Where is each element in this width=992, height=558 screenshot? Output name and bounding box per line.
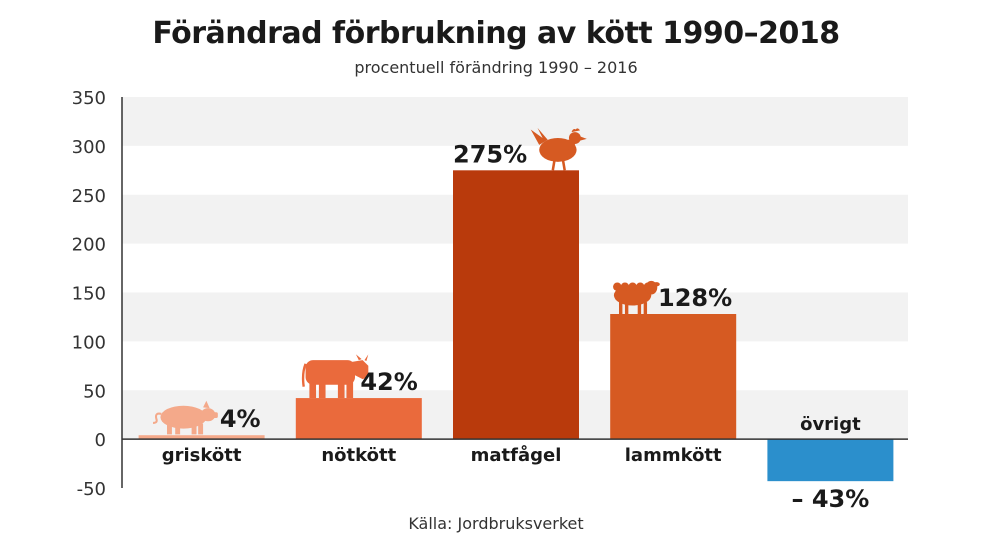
category-label-lammkött: lammkött bbox=[625, 445, 722, 466]
chicken-icon bbox=[530, 127, 587, 171]
y-tick-label: 350 bbox=[72, 88, 106, 109]
value-label-övrigt: – 43% bbox=[791, 485, 869, 513]
labels: 4% griskött 42% nötkött 275% matfågel 128% lamm… bbox=[162, 140, 870, 513]
category-label-matfågel: matfågel bbox=[471, 444, 562, 466]
chart-source: Källa: Jordbruksverket bbox=[408, 514, 584, 533]
grid-band bbox=[122, 97, 908, 146]
bars bbox=[138, 170, 894, 482]
cow-icon bbox=[301, 354, 369, 399]
category-label-nötkött: nötkött bbox=[321, 445, 396, 466]
sheep-icon bbox=[613, 280, 660, 315]
category-label-övrigt: övrigt bbox=[800, 414, 861, 435]
value-label-griskött: 4% bbox=[220, 405, 261, 433]
bar-matfågel bbox=[453, 170, 579, 440]
bar-lammkött bbox=[610, 314, 737, 440]
value-label-matfågel: 275% bbox=[453, 140, 527, 168]
y-tick-label: 200 bbox=[72, 235, 106, 256]
bar-griskött bbox=[138, 435, 265, 440]
y-tick-label: 150 bbox=[72, 284, 106, 305]
chart-subtitle: procentuell förändring 1990 – 2016 bbox=[354, 58, 638, 77]
chart-title: Förändrad förbrukning av kött 1990–2018 bbox=[152, 16, 840, 51]
bar-nötkött bbox=[295, 398, 422, 440]
animal-icons bbox=[153, 127, 660, 435]
y-tick-label: 0 bbox=[95, 430, 106, 451]
value-label-nötkött: 42% bbox=[360, 368, 417, 396]
category-label-griskött: griskött bbox=[162, 445, 242, 466]
y-tick-label: 50 bbox=[83, 381, 106, 402]
y-tick-label: -50 bbox=[77, 479, 106, 500]
bar-övrigt bbox=[767, 439, 894, 482]
pig-icon bbox=[153, 400, 218, 435]
y-tick-label: 300 bbox=[72, 137, 106, 158]
value-label-lammkött: 128% bbox=[658, 284, 732, 312]
y-axis-ticks: 350 300 250 200 150 100 50 0 -50 bbox=[72, 88, 106, 500]
y-tick-label: 250 bbox=[72, 186, 106, 207]
y-tick-label: 100 bbox=[72, 332, 106, 353]
